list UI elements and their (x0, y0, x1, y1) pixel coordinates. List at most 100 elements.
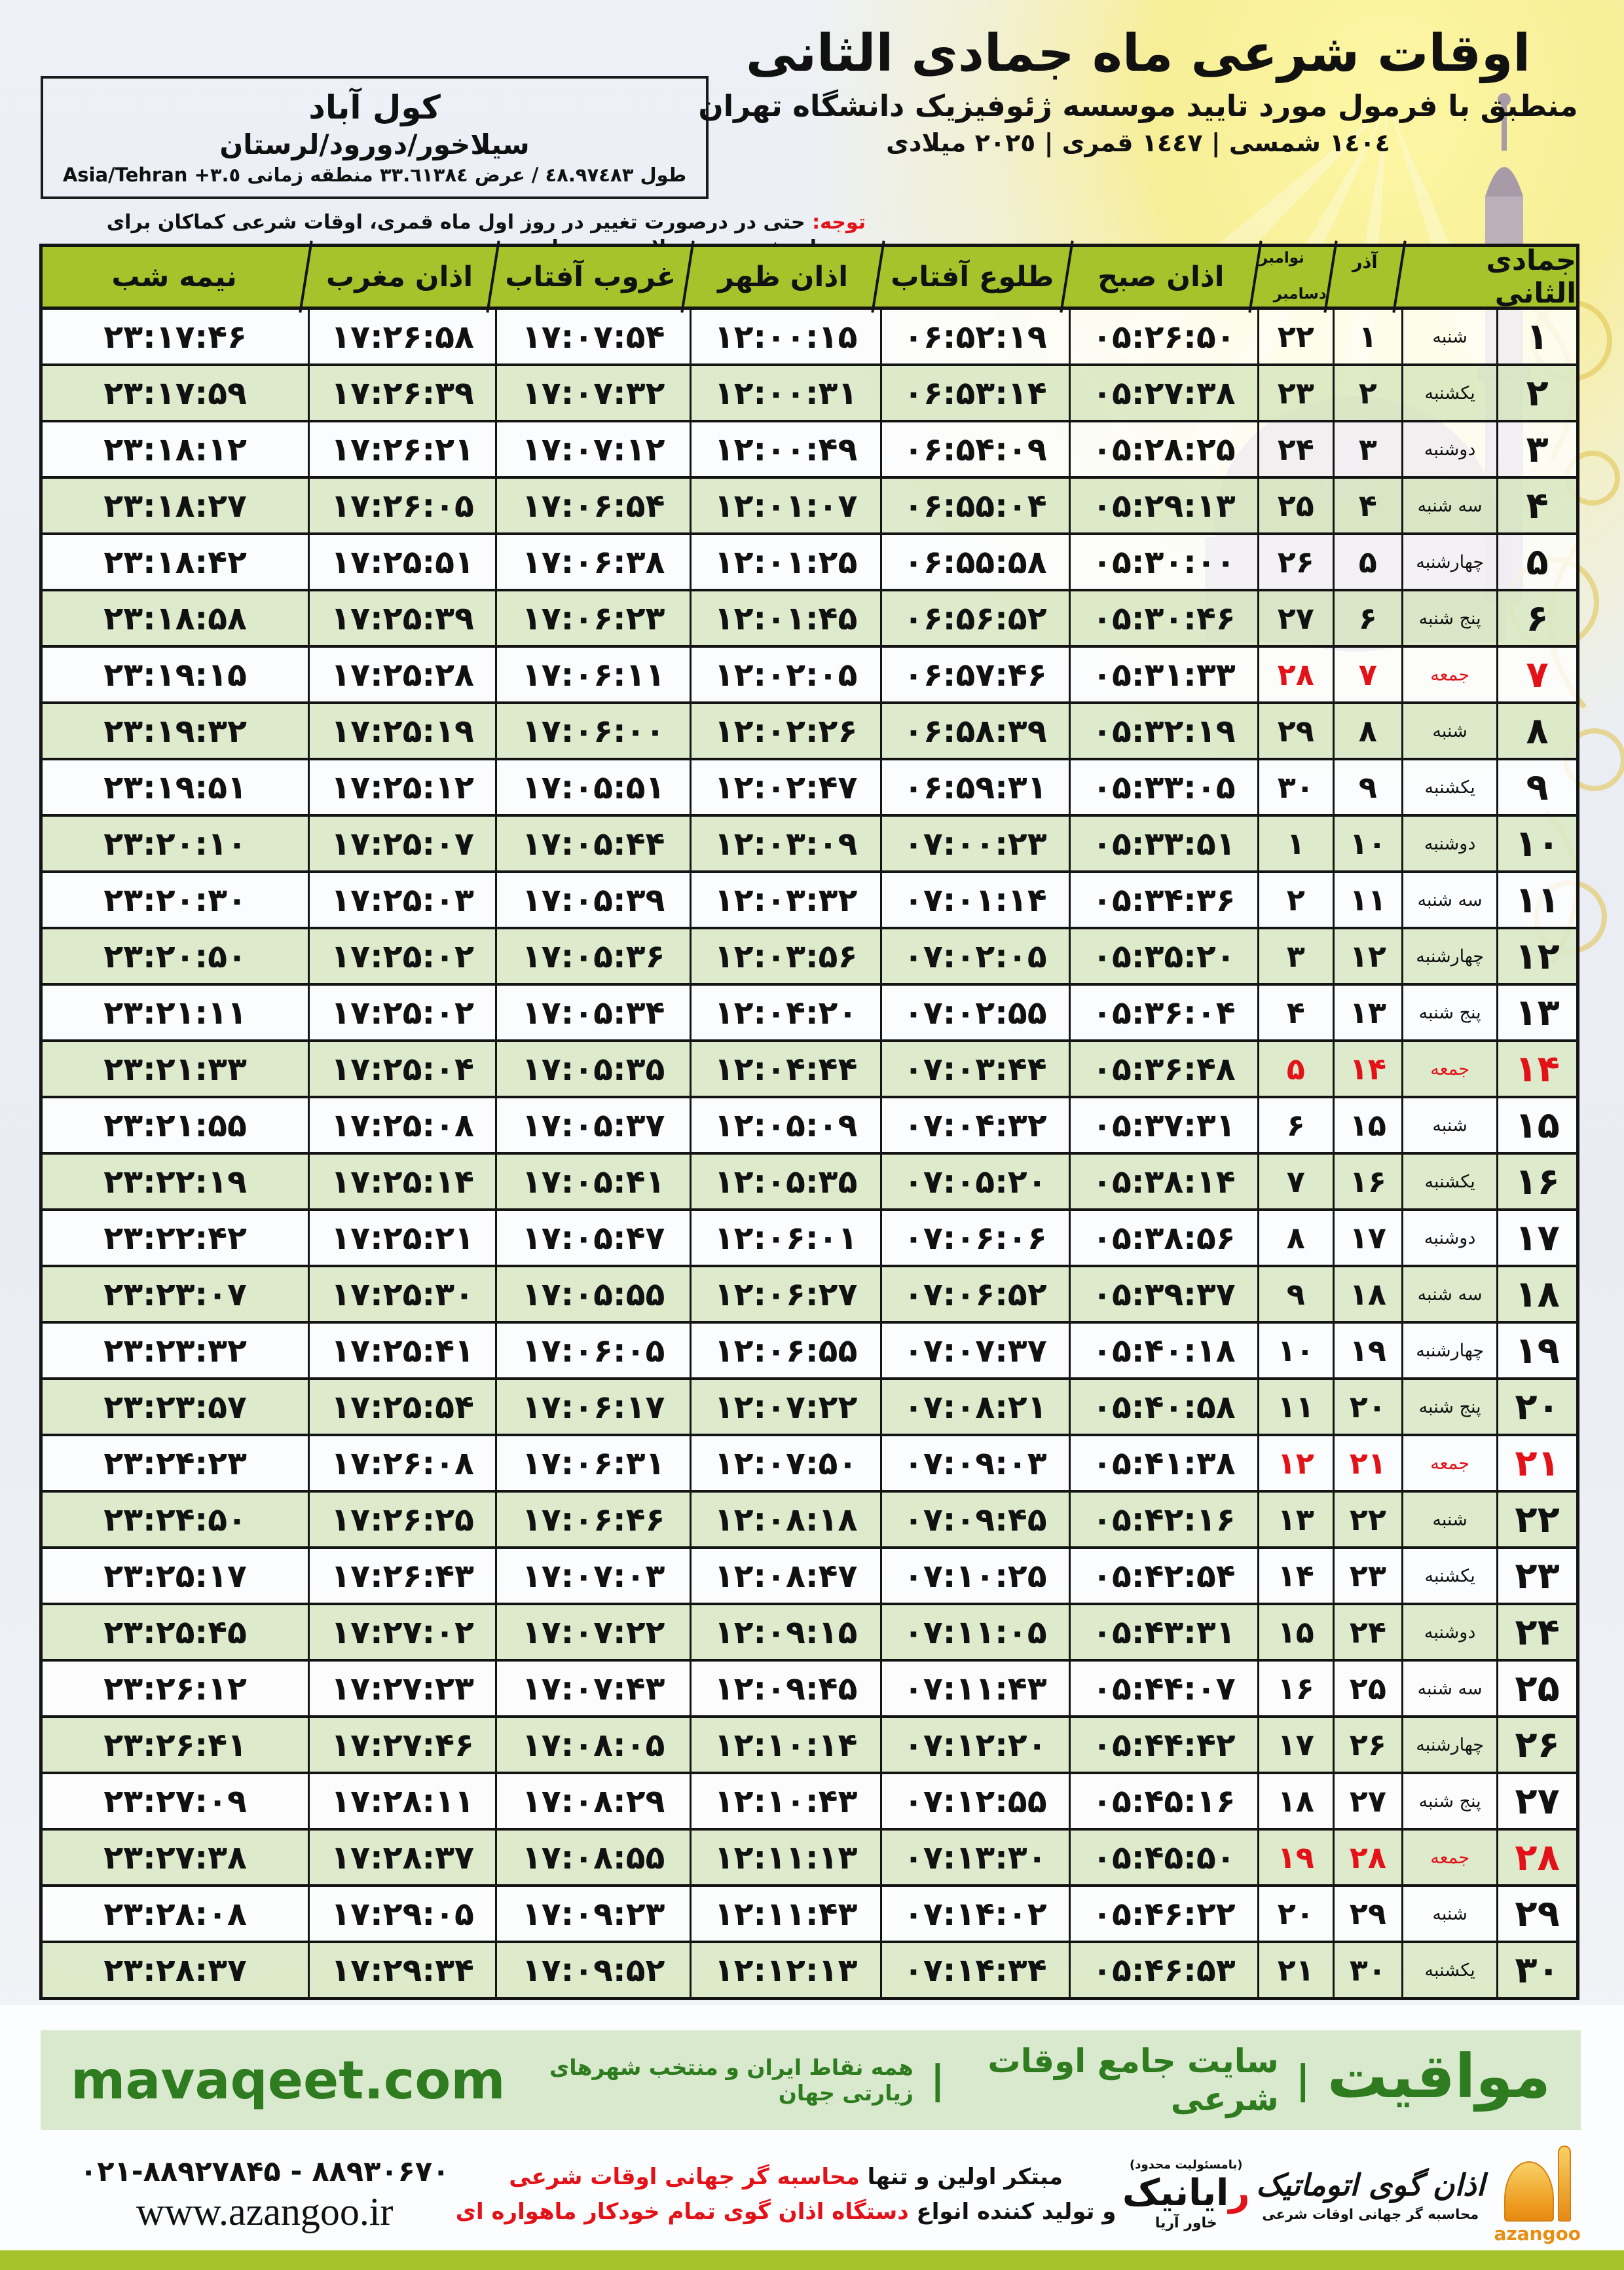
sunset-time: ۱۷:۰۵:۳۷ (494, 1098, 690, 1152)
azan-maghreb-time: ۱۷:۲۵:۰۸ (308, 1098, 495, 1152)
midnight-time: ۲۳:۲۷:۳۸ (103, 1838, 247, 1876)
azan-sobh-time: ۰۵:۲۸:۲۵ (1068, 422, 1257, 476)
weekday-name: سه شنبه (1401, 479, 1496, 532)
table-row: ۲۹ شنبه ۲۹ ۲۰ ۰۵:۴۶:۲۲ ۰۷:۱۴:۰۲ ۱۲:۱۱:۴۳… (43, 1884, 1576, 1941)
sunset-time: ۱۷:۰۷:۳۲ (494, 366, 690, 420)
azan-sobh-time: ۰۵:۳۶:۴۸ (1068, 1042, 1257, 1096)
gregorian-day-number: ۲۷ (1257, 591, 1333, 645)
contact-block: ۰۲۱-۸۸۹۲۷۸۴۵ - ۸۸۹۳۰۶۷۰ www.azangoo.ir (41, 2155, 449, 2235)
azan-zohr-time: ۱۲:۰۲:۴۷ (690, 760, 879, 814)
gregorian-day-number: ۳۰ (1257, 760, 1333, 814)
table-row: ۱۸ سه شنبه ۱۸ ۹ ۰۵:۳۹:۳۷ ۰۷:۰۶:۵۲ ۱۲:۰۶:… (43, 1265, 1576, 1321)
azan-zohr-time: ۱۲:۰۲:۲۶ (690, 704, 879, 758)
azan-sobh-time: ۰۵:۴۰:۵۸ (1068, 1380, 1257, 1434)
azangoo-icon-wrap: azangoo (1494, 2145, 1581, 2244)
header-sunrise: طلوع آفتاب (878, 247, 1067, 307)
promo-line1-red: محاسبه گر جهانی اوقات شرعی (509, 2164, 860, 2191)
mavaqeet-url: mavaqeet.com (71, 2049, 506, 2111)
midnight-time: ۲۳:۲۶:۱۲ (103, 1669, 247, 1707)
sunset-time: ۱۷:۰۷:۴۳ (494, 1662, 690, 1715)
azan-sobh-time: ۰۵:۳۰:۰۰ (1068, 535, 1257, 589)
sunset-time: ۱۷:۰۶:۰۵ (494, 1324, 690, 1377)
azar-day-number: ۱۶ (1332, 1155, 1401, 1208)
azan-sobh-time: ۰۵:۳۹:۳۷ (1068, 1267, 1257, 1321)
jamadi-day-number: ۲۷ (1496, 1774, 1576, 1828)
gregorian-day-number: ۲۲ (1257, 310, 1333, 363)
sunrise-time: ۰۷:۰۶:۵۲ (879, 1267, 1069, 1321)
jamadi-day-number: ۲۲ (1496, 1493, 1576, 1546)
jamadi-day-number: ۲۵ (1496, 1662, 1576, 1715)
azan-maghreb-time: ۱۷:۲۶:۰۵ (308, 479, 495, 532)
weekday-name: پنج شنبه (1401, 1380, 1496, 1434)
footer-separator: | (1295, 2057, 1310, 2103)
weekday-name: پنج شنبه (1401, 986, 1496, 1039)
sunrise-time: ۰۶:۵۲:۱۹ (879, 310, 1069, 363)
gregorian-day-number: ۲ (1257, 873, 1333, 927)
azan-zohr-time: ۱۲:۰۰:۴۹ (690, 422, 879, 476)
azan-zohr-time: ۱۲:۱۲:۱۳ (690, 1943, 879, 1997)
azar-day-number: ۱۰ (1332, 817, 1401, 870)
midnight-time: ۲۳:۲۵:۴۵ (103, 1613, 247, 1651)
midnight-time: ۲۳:۲۸:۳۷ (103, 1951, 247, 1989)
gregorian-day-number: ۱۸ (1257, 1774, 1333, 1828)
jamadi-day-number: ۲۹ (1496, 1887, 1576, 1941)
jamadi-day-number: ۱۶ (1496, 1155, 1576, 1208)
location-city: کول آباد (308, 88, 441, 126)
promo-line-1: مبتکر اولین و تنها محاسبه گر جهانی اوقات… (456, 2160, 1116, 2195)
weekday-name: یکشنبه (1401, 366, 1496, 420)
sunrise-time: ۰۶:۵۴:۰۹ (879, 422, 1069, 476)
header-month: جمادی الثانی (1399, 244, 1576, 310)
azan-sobh-time: ۰۵:۴۴:۴۲ (1068, 1718, 1257, 1772)
header-gregorian: نوامبر دسامبر (1255, 247, 1331, 307)
sunrise-time: ۰۶:۵۸:۳۹ (879, 704, 1069, 758)
sunrise-time: ۰۷:۱۲:۲۰ (879, 1718, 1069, 1772)
azan-maghreb-time: ۱۷:۲۵:۳۰ (308, 1267, 495, 1321)
header-azan-sobh: اذان صبح (1067, 247, 1255, 307)
azan-zohr-time: ۱۲:۰۶:۵۵ (690, 1324, 879, 1377)
sunset-time: ۱۷:۰۵:۳۴ (494, 986, 690, 1039)
gregorian-day-number: ۱۳ (1257, 1493, 1333, 1546)
sunrise-time: ۰۷:۰۶:۰۶ (879, 1211, 1069, 1265)
sunrise-time: ۰۷:۱۰:۲۵ (879, 1549, 1069, 1603)
sunrise-time: ۰۷:۰۹:۰۳ (879, 1436, 1069, 1490)
azan-maghreb-time: ۱۷:۲۷:۰۲ (308, 1605, 495, 1659)
azan-maghreb-time: ۱۷:۲۵:۰۷ (308, 817, 495, 870)
weekday-name: یکشنبه (1401, 1549, 1496, 1603)
sunrise-time: ۰۶:۵۹:۳۱ (879, 760, 1069, 814)
table-row: ۱۱ سه شنبه ۱۱ ۲ ۰۵:۳۴:۳۶ ۰۷:۰۱:۱۴ ۱۲:۰۳:… (43, 870, 1576, 927)
azar-day-number: ۹ (1332, 760, 1401, 814)
azan-sobh-time: ۰۵:۳۸:۱۴ (1068, 1155, 1257, 1208)
sunset-time: ۱۷:۰۵:۳۹ (494, 873, 690, 927)
sunrise-time: ۰۷:۰۳:۴۴ (879, 1042, 1069, 1096)
calendar-years: ١٤٠٤ شمسی | ١٤٤٧ قمری | ٢٠٢٥ میلادی (886, 128, 1390, 158)
weekday-name: جمعه (1401, 1042, 1496, 1096)
azan-sobh-time: ۰۵:۴۲:۱۶ (1068, 1493, 1257, 1546)
table-row: ۳۰ یکشنبه ۳۰ ۲۱ ۰۵:۴۶:۵۳ ۰۷:۱۴:۳۴ ۱۲:۱۲:… (43, 1941, 1576, 1997)
table-row: ۱۲ چهارشنبه ۱۲ ۳ ۰۵:۳۵:۲۰ ۰۷:۰۲:۰۵ ۱۲:۰۳… (43, 927, 1576, 983)
azan-maghreb-time: ۱۷:۲۷:۲۳ (308, 1662, 495, 1715)
azar-day-number: ۱۹ (1332, 1324, 1401, 1377)
header-azan-maghreb: اذان مغرب (306, 247, 493, 307)
sunrise-time: ۰۷:۰۲:۵۵ (879, 986, 1069, 1039)
azan-zohr-time: ۱۲:۰۱:۲۵ (690, 535, 879, 589)
weekday-name: جمعه (1401, 1436, 1496, 1490)
sunset-time: ۱۷:۰۹:۲۳ (494, 1887, 690, 1941)
azan-zohr-time: ۱۲:۰۷:۵۰ (690, 1436, 879, 1490)
azar-day-number: ۳۰ (1332, 1943, 1401, 1997)
sunset-time: ۱۷:۰۶:۰۰ (494, 704, 690, 758)
azan-maghreb-time: ۱۷:۲۶:۲۱ (308, 422, 495, 476)
header-december: دسامبر (1273, 286, 1327, 303)
weekday-name: چهارشنبه (1401, 929, 1496, 983)
azan-maghreb-time: ۱۷:۲۹:۰۵ (308, 1887, 495, 1941)
azar-day-number: ۵ (1332, 535, 1401, 589)
azan-zohr-time: ۱۲:۰۳:۵۶ (690, 929, 879, 983)
sunrise-time: ۰۷:۰۰:۲۳ (879, 817, 1069, 870)
gregorian-day-number: ۱۶ (1257, 1662, 1333, 1715)
azar-day-number: ۲۱ (1332, 1436, 1401, 1490)
azan-zohr-time: ۱۲:۰۶:۰۱ (690, 1211, 879, 1265)
azan-zohr-time: ۱۲:۱۰:۴۳ (690, 1774, 879, 1828)
table-row: ۲۳ یکشنبه ۲۳ ۱۴ ۰۵:۴۲:۵۴ ۰۷:۱۰:۲۵ ۱۲:۰۸:… (43, 1546, 1576, 1603)
table-row: ۲۸ جمعه ۲۸ ۱۹ ۰۵:۴۵:۵۰ ۰۷:۱۳:۳۰ ۱۲:۱۱:۱۳… (43, 1828, 1576, 1884)
azan-zohr-time: ۱۲:۰۵:۳۵ (690, 1155, 879, 1208)
weekday-name: شنبه (1401, 1098, 1496, 1152)
